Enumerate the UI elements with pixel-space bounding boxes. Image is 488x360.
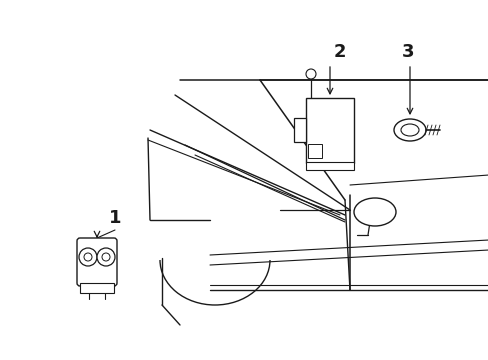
Ellipse shape xyxy=(393,119,425,141)
Circle shape xyxy=(102,253,110,261)
Text: 1: 1 xyxy=(108,209,121,227)
Text: 3: 3 xyxy=(401,43,413,61)
Circle shape xyxy=(79,248,97,266)
Ellipse shape xyxy=(353,198,395,226)
Bar xyxy=(307,144,321,158)
FancyBboxPatch shape xyxy=(77,238,117,286)
Bar xyxy=(305,162,353,170)
Ellipse shape xyxy=(400,124,418,136)
Circle shape xyxy=(84,253,92,261)
Text: 2: 2 xyxy=(333,43,346,61)
Circle shape xyxy=(305,69,315,79)
Bar xyxy=(305,98,353,163)
Bar xyxy=(80,283,114,293)
Circle shape xyxy=(97,248,115,266)
Bar xyxy=(293,118,305,142)
